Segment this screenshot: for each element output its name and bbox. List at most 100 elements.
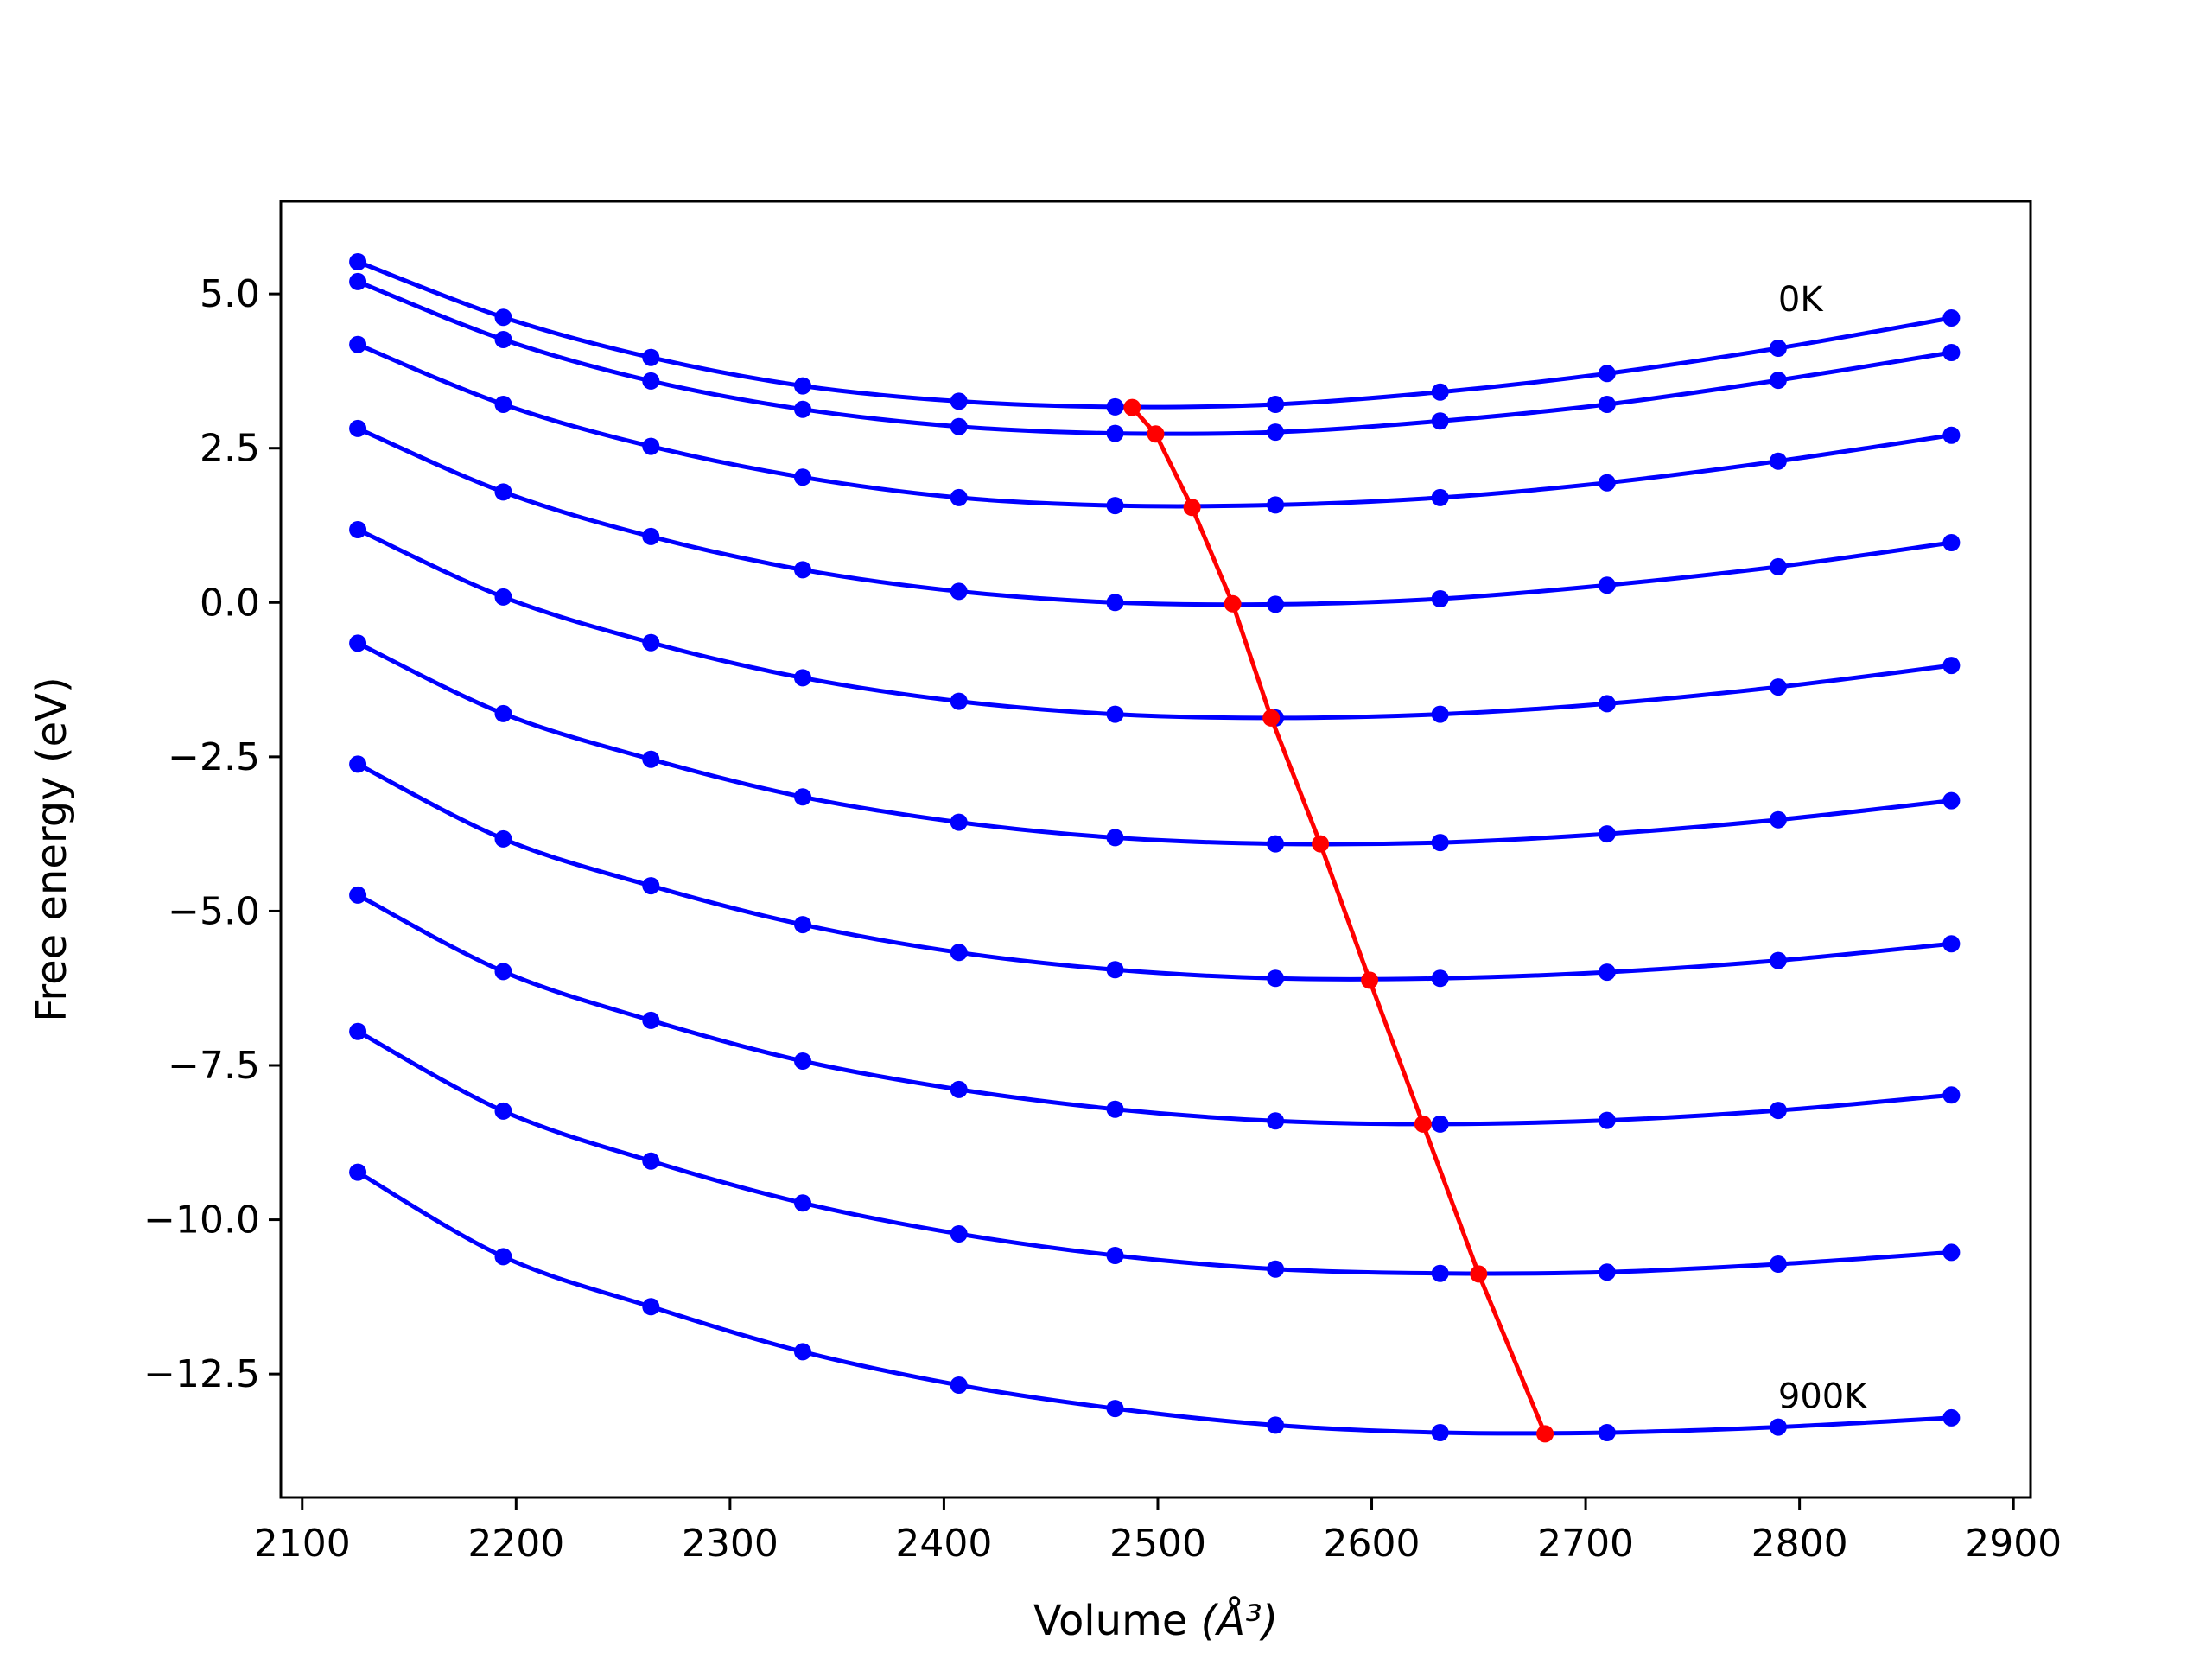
series-5-point-2: [494, 588, 512, 606]
series-10-point-7: [1267, 1416, 1285, 1434]
series-5-point-8: [1431, 705, 1449, 723]
series-7-point-5: [950, 944, 968, 962]
x-axis-label-unit: (Å³): [1201, 1596, 1279, 1645]
curve-annotation: 900K: [1778, 1376, 1868, 1416]
series-9-point-2: [494, 1102, 512, 1120]
series-2-point-6: [1106, 424, 1124, 442]
series-7-point-10: [1769, 951, 1787, 969]
series-6-point-10: [1769, 810, 1787, 829]
y-tick-label: −10.0: [143, 1198, 260, 1243]
series-10-point-9: [1598, 1424, 1616, 1441]
series-3-point-6: [1106, 497, 1124, 515]
series-10-point-8: [1431, 1424, 1449, 1441]
x-axis-label-text: Volume: [1033, 1597, 1188, 1645]
series-4-point-3: [642, 527, 660, 545]
series-8-point-3: [642, 1011, 660, 1029]
series-6-point-7: [1267, 835, 1285, 853]
series-3-point-11: [1942, 426, 1961, 444]
series-9-point-4: [794, 1194, 811, 1212]
plot-frame: [279, 200, 2032, 1499]
minimum-point-3: [1183, 499, 1201, 517]
series-2-point-7: [1267, 423, 1285, 442]
minimum-line: [1130, 405, 1548, 1435]
series-4-point-7: [1267, 595, 1285, 613]
minimum-point-9: [1470, 1265, 1488, 1283]
series-3-point-7: [1267, 496, 1285, 514]
series-9-point-6: [1106, 1247, 1124, 1264]
series-3-point-3: [642, 437, 660, 455]
series-5-point-3: [642, 633, 660, 652]
series-7-point-8: [1431, 969, 1449, 988]
series-1-point-8: [1431, 383, 1449, 401]
series-5-point-6: [1106, 705, 1124, 723]
series-5-point-1: [349, 521, 367, 538]
minimum-point-7: [1361, 971, 1379, 989]
series-7-point-4: [794, 916, 811, 934]
series-5-point-9: [1598, 695, 1616, 713]
series-5-point-5: [950, 692, 968, 710]
series-2-point-3: [642, 372, 660, 390]
y-tick-label: −5.0: [168, 889, 260, 933]
series-2-point-10: [1769, 372, 1787, 390]
series-3-point-9: [1598, 474, 1616, 492]
series-3-point-2: [494, 396, 512, 413]
series-1-point-3: [642, 348, 660, 366]
series-2-point-11: [1942, 344, 1961, 361]
series-10-point-6: [1106, 1400, 1124, 1418]
series-2-point-1: [349, 272, 367, 290]
series-10-point-2: [494, 1248, 512, 1266]
series-9-point-11: [1942, 1243, 1961, 1262]
series-6-point-9: [1598, 825, 1616, 843]
series-1-point-1: [349, 253, 367, 270]
series-9-point-9: [1598, 1263, 1616, 1281]
minimum-point-8: [1414, 1115, 1432, 1133]
series-8-point-4: [794, 1052, 811, 1070]
series-7-point-2: [494, 830, 512, 848]
series-1-point-4: [794, 377, 811, 395]
series-4-point-5: [950, 582, 968, 601]
series-2-point-8: [1431, 412, 1449, 430]
series-6-point-2: [494, 704, 512, 722]
series-4-point-4: [794, 561, 811, 579]
series-2-point-2: [494, 331, 512, 348]
x-tick-label: 2800: [1751, 1522, 1848, 1566]
series-9-point-8: [1431, 1264, 1449, 1282]
series-8-point-1: [349, 886, 367, 904]
series-1-point-11: [1942, 309, 1961, 327]
series-8-point-7: [1267, 1112, 1285, 1130]
y-tick-label: 0.0: [200, 581, 260, 625]
series-9-point-7: [1267, 1260, 1285, 1278]
series-5-point-10: [1769, 678, 1787, 696]
series-1-point-5: [950, 392, 968, 410]
series-4-point-11: [1942, 534, 1961, 551]
series-10-point-5: [950, 1376, 968, 1394]
series-5-point-4: [794, 669, 811, 687]
minimum-point-4: [1224, 594, 1242, 613]
series-3-point-8: [1431, 488, 1449, 506]
y-axis-ticks: 5.0 2.5 0.0 −2.5 −5.0 −7.5 −10.0 −12.5: [143, 272, 281, 1396]
series-4-point-1: [349, 419, 367, 437]
x-tick-label: 2700: [1537, 1522, 1634, 1566]
series-4-point-10: [1769, 557, 1787, 575]
series-3-point-5: [950, 488, 968, 506]
series-3-point-1: [349, 335, 367, 353]
series-8-point-2: [494, 963, 512, 981]
series-1-point-7: [1267, 396, 1285, 413]
series-9-point-3: [642, 1152, 660, 1170]
series-9-point-1: [349, 1022, 367, 1040]
x-tick-label: 2200: [467, 1522, 564, 1566]
series-1-point-10: [1769, 340, 1787, 357]
series-8-point-11: [1942, 1086, 1961, 1104]
x-tick-label: 2500: [1109, 1522, 1206, 1566]
series-1-point-2: [494, 308, 512, 327]
series-6-point-1: [349, 634, 367, 652]
series-10-point-4: [794, 1343, 811, 1361]
series-4-point-8: [1431, 590, 1449, 607]
x-tick-label: 2100: [254, 1522, 351, 1566]
series-2-point-4: [794, 400, 811, 418]
series-3-point-4: [794, 468, 811, 486]
series-7-point-7: [1267, 969, 1285, 988]
